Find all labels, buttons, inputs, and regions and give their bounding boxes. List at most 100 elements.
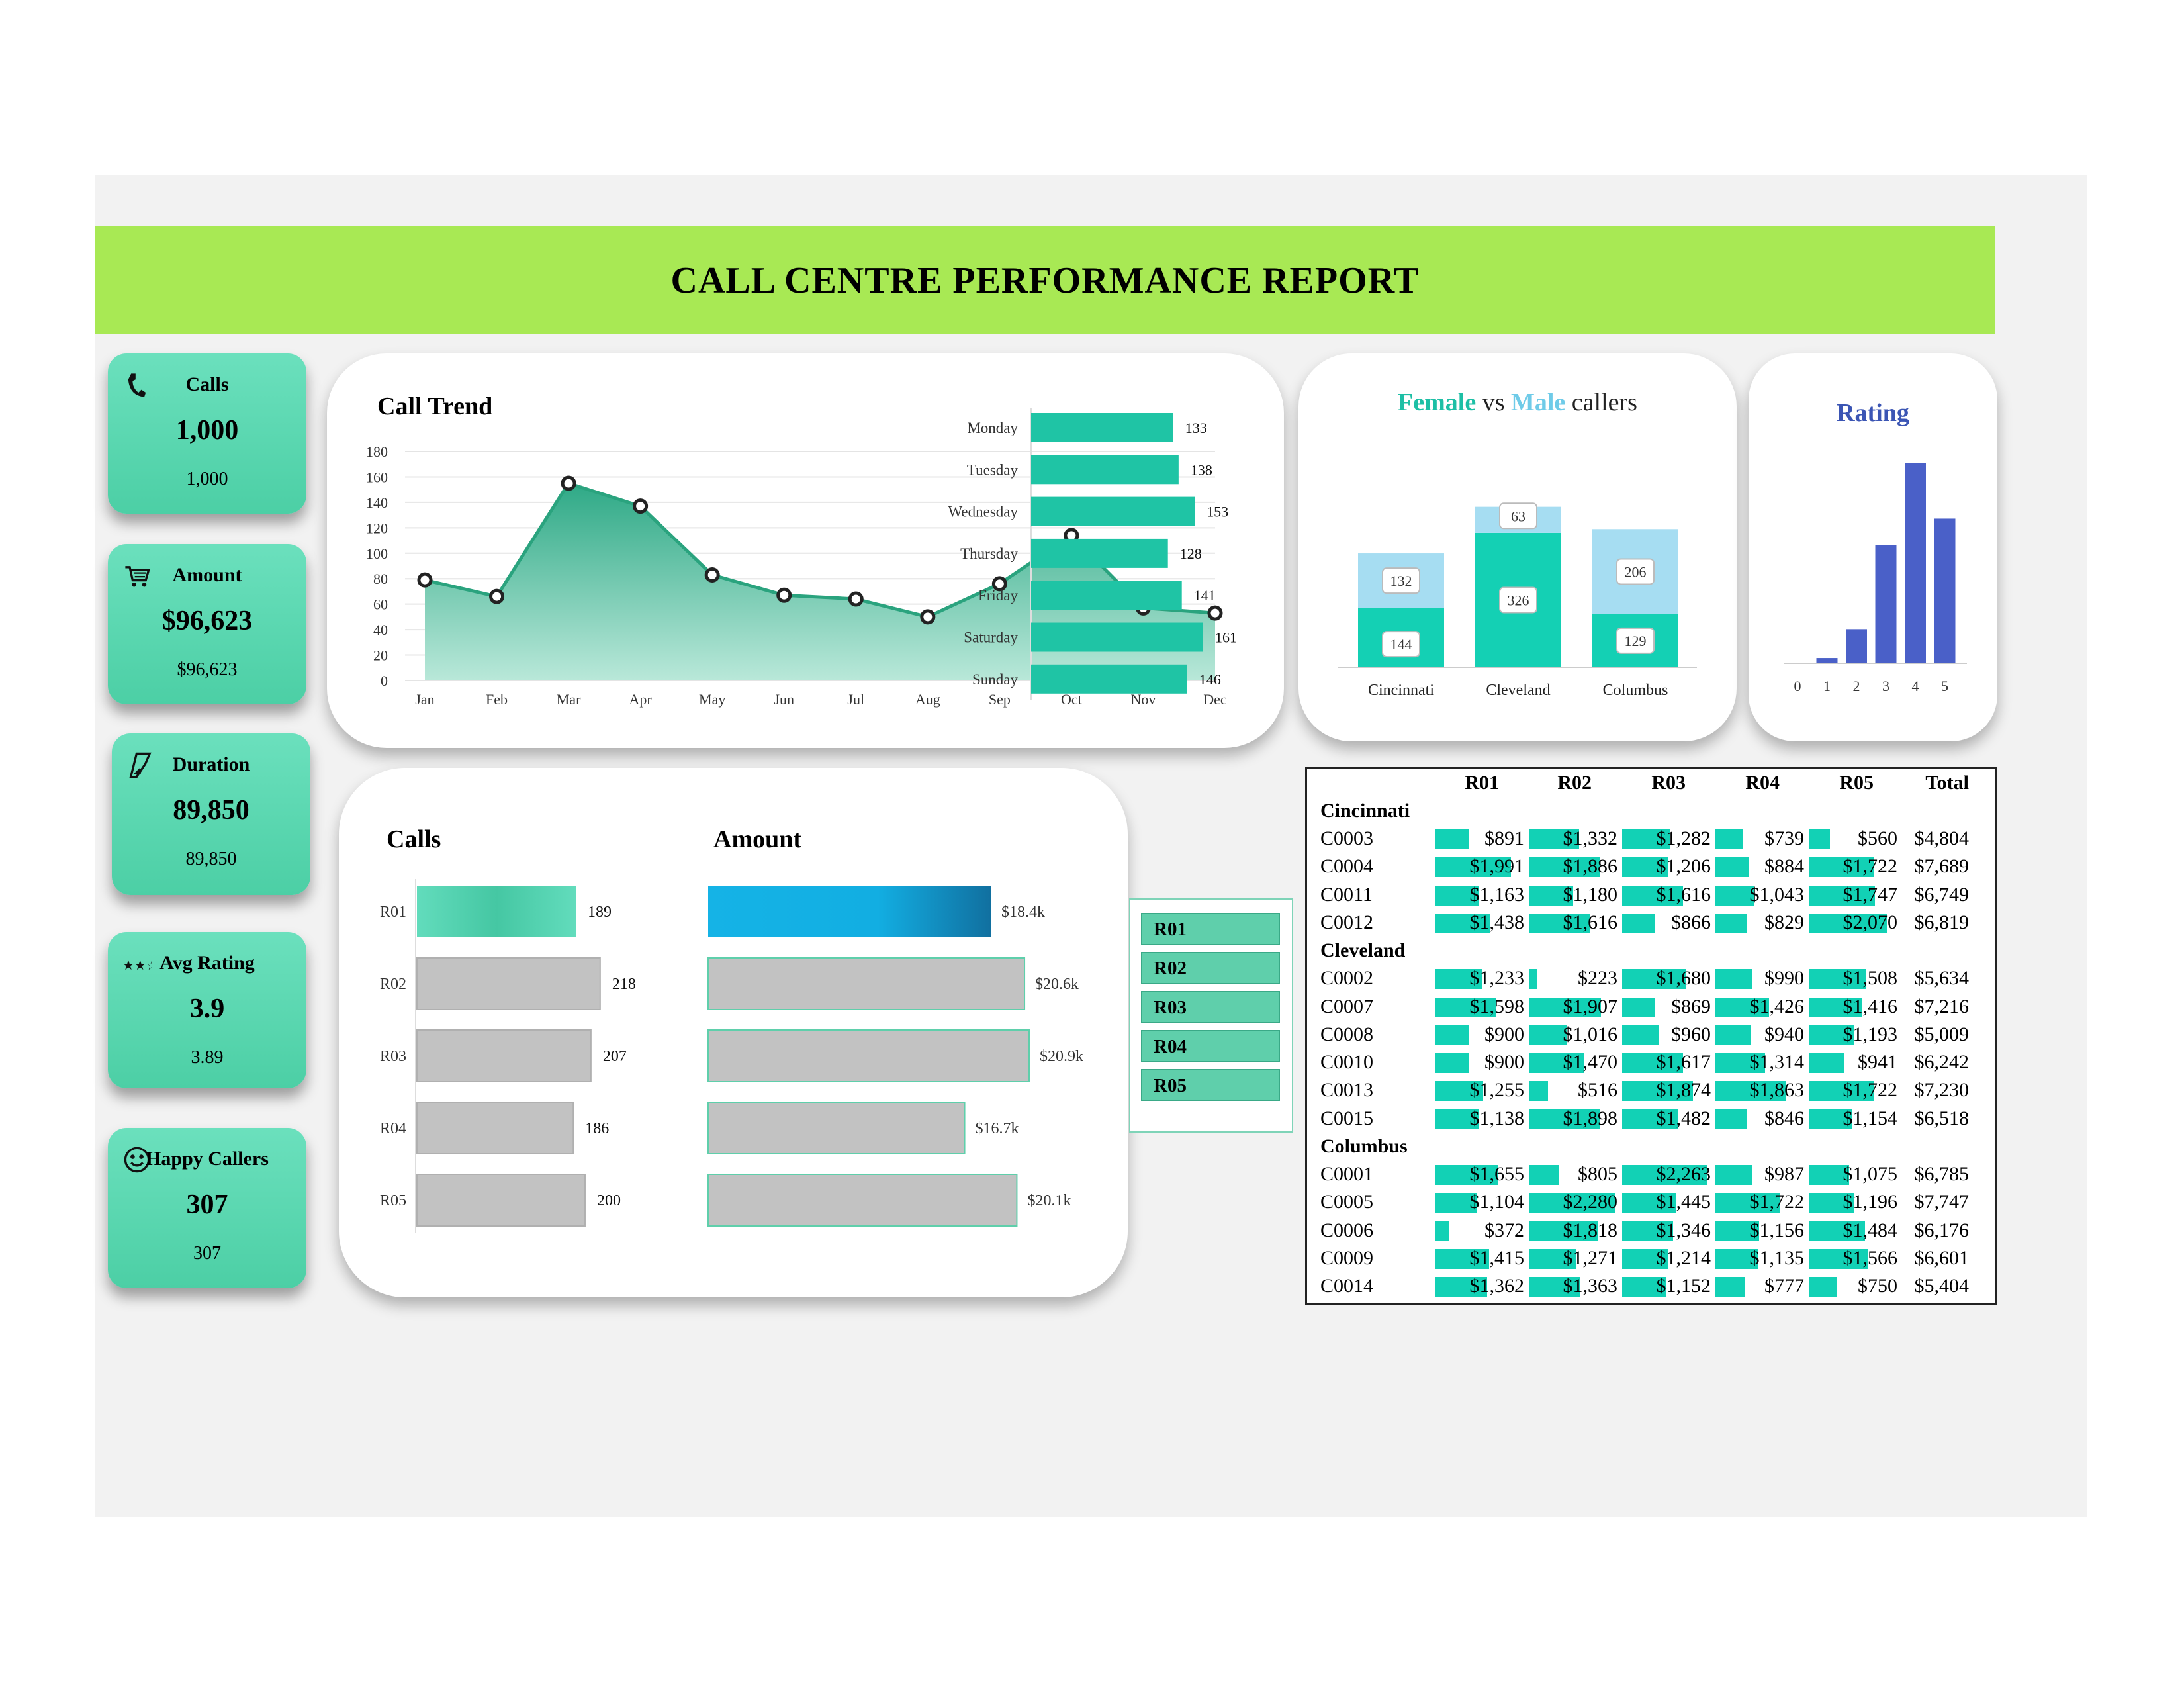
row-label: C0002 — [1320, 967, 1374, 990]
amount-cell: $739 — [1764, 827, 1804, 849]
rating-x-label: 2 — [1853, 678, 1860, 694]
data-bar — [1435, 1193, 1477, 1213]
data-bar — [1715, 1277, 1745, 1297]
kpi-label: Amount — [172, 564, 242, 586]
data-bar — [1622, 1081, 1693, 1102]
amount-cell: $1,075 — [1843, 1163, 1898, 1185]
kpi-subvalue: 3.89 — [191, 1047, 224, 1068]
data-bar — [1809, 829, 1830, 849]
data-bar — [1529, 1248, 1577, 1269]
trend-area — [425, 483, 1215, 680]
weekday-label: Monday — [967, 420, 1018, 436]
slicer-item-r04[interactable]: R04 — [1141, 1030, 1280, 1062]
amount-cell: $1,104 — [1469, 1191, 1525, 1213]
weekday-bar — [1031, 622, 1203, 652]
amount-cell: $1,415 — [1469, 1246, 1525, 1269]
rep-amount-value-label: $20.9k — [1040, 1048, 1083, 1065]
kpi-subvalue: 307 — [193, 1243, 221, 1264]
data-bar — [1435, 1165, 1498, 1185]
data-bar — [1809, 1025, 1854, 1045]
data-bar — [1435, 829, 1469, 849]
data-bar — [1809, 1248, 1868, 1269]
rating-bar — [1816, 658, 1838, 663]
data-bar — [1435, 1109, 1479, 1129]
data-bar — [1529, 997, 1601, 1017]
data-bar — [1435, 1277, 1487, 1297]
data-bar — [1529, 829, 1579, 849]
slicer-item-r03[interactable]: R03 — [1141, 991, 1280, 1023]
trend-point — [991, 576, 1007, 592]
amount-cell: $900 — [1484, 1023, 1524, 1045]
amount-cell: $1,470 — [1563, 1051, 1618, 1074]
x-tick-label: Apr — [629, 691, 653, 708]
data-bar — [1435, 1053, 1470, 1074]
data-bar — [1529, 913, 1590, 933]
row-label: C0014 — [1320, 1275, 1374, 1297]
weekday-bar — [1031, 581, 1182, 610]
amount-cell: $1,907 — [1563, 995, 1618, 1017]
group-header: Cleveland — [1320, 939, 1406, 962]
y-tick-label: 140 — [366, 494, 388, 511]
total-cell: $4,804 — [1914, 827, 1970, 849]
call-trend-panel: Call Trend 0 20 40 60 80 100 120 140 160 180 Jan Fe… — [327, 353, 1284, 748]
amount-cell: $1,484 — [1843, 1219, 1898, 1241]
report-banner: CALL CENTRE PERFORMANCE REPORT — [95, 226, 1995, 334]
weekday-value-label: 138 — [1191, 461, 1212, 478]
rep-calls-bar — [416, 1174, 586, 1227]
total-cell: $7,747 — [1914, 1191, 1970, 1213]
data-bar — [1622, 829, 1671, 849]
data-bar — [1529, 1109, 1601, 1129]
data-bar — [1715, 1081, 1786, 1102]
data-bar — [1435, 1248, 1489, 1269]
weekday-label: Friday — [978, 587, 1019, 604]
amount-cell: $1,898 — [1563, 1107, 1618, 1129]
data-bar — [1622, 1221, 1673, 1241]
rating-bar — [1905, 463, 1926, 663]
amount-cell: $1,722 — [1843, 855, 1898, 878]
weekday-bar — [1031, 496, 1195, 526]
smiley-icon — [124, 1147, 150, 1173]
report-title: CALL CENTRE PERFORMANCE REPORT — [670, 259, 1420, 301]
city-label: Cleveland — [1486, 682, 1550, 699]
rating-bar — [1934, 518, 1956, 663]
rating-x-label: 1 — [1823, 678, 1831, 694]
data-bar — [1529, 969, 1537, 990]
rep-label: R04 — [380, 1120, 406, 1137]
amount-cell: $2,280 — [1563, 1191, 1618, 1213]
weekday-value-label: 141 — [1194, 587, 1216, 604]
row-label: C0008 — [1320, 1023, 1374, 1045]
x-tick-label: Jul — [847, 691, 864, 708]
row-label: C0007 — [1320, 995, 1374, 1017]
y-tick-label: 80 — [373, 571, 388, 587]
group-header: Columbus — [1320, 1135, 1408, 1157]
data-bar — [1809, 969, 1866, 990]
total-cell: $6,176 — [1914, 1219, 1970, 1241]
data-bar — [1809, 885, 1875, 906]
male-value-label-box — [1499, 502, 1537, 530]
slicer-item-r05[interactable]: R05 — [1141, 1069, 1280, 1101]
trend-point — [776, 587, 792, 603]
amount-cell: $1,508 — [1843, 967, 1898, 990]
weekday-value-label: 128 — [1180, 545, 1202, 562]
slicer-item-r02[interactable]: R02 — [1141, 952, 1280, 984]
slicer-item-r01[interactable]: R01 — [1141, 913, 1280, 945]
weekday-label: Tuesday — [967, 461, 1019, 478]
kpi-label: Calls — [185, 373, 229, 395]
amount-cell: $941 — [1858, 1051, 1897, 1074]
svg-text:★★☆: ★★☆ — [122, 959, 152, 973]
weekday-bar — [1031, 413, 1173, 442]
data-bar — [1622, 1165, 1708, 1185]
x-tick-label: Jun — [774, 691, 794, 708]
x-tick-label: Jan — [415, 691, 434, 708]
rep-calls-bar — [417, 886, 576, 937]
data-bar — [1435, 1081, 1483, 1102]
weekday-bar — [1031, 664, 1187, 694]
weekday-value-label: 153 — [1206, 504, 1228, 520]
kpi-label: Happy Callers — [146, 1148, 269, 1170]
amount-cell: $1,566 — [1843, 1246, 1898, 1269]
row-label: C0012 — [1320, 911, 1374, 933]
y-tick-label: 20 — [373, 647, 388, 664]
data-bar — [1715, 1109, 1748, 1129]
female-value-label-box — [1616, 627, 1655, 654]
amount-cell: $750 — [1858, 1275, 1897, 1297]
